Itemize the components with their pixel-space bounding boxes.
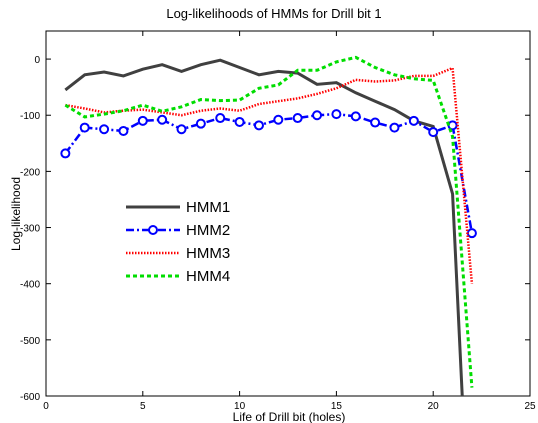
legend: HMM1 HMM2 HMM3 HMM4 — [113, 192, 248, 293]
series-point-hmm2 — [195, 118, 206, 129]
legend-label-hmm2: HMM2 — [186, 222, 230, 239]
chart-title: Log-likelihoods of HMMs for Drill bit 1 — [166, 6, 381, 21]
series-line-hmm2 — [64, 112, 474, 234]
y-tick-label: -300 — [20, 224, 40, 235]
series-point-hmm2 — [447, 120, 458, 131]
y-tick-label: -100 — [20, 111, 40, 122]
y-tick-label: -400 — [20, 280, 40, 291]
series-point-hmm2 — [118, 125, 129, 136]
series-point-hmm2 — [99, 124, 110, 135]
x-tick-label: 25 — [524, 401, 536, 412]
series-point-hmm2 — [428, 127, 439, 138]
series-point-hmm2 — [408, 115, 419, 126]
y-tick-label: -500 — [20, 336, 40, 347]
legend-label-hmm4: HMM4 — [186, 268, 230, 285]
x-axis-label: Life of Drill bit (holes) — [233, 410, 346, 423]
x-tick-label: 20 — [428, 401, 440, 412]
series-point-hmm2 — [292, 113, 303, 124]
series-point-hmm2 — [234, 116, 245, 127]
plot-area: 0 5 10 15 20 25 -600 -500 -400 -300 -200 -100 0 — [20, 30, 536, 412]
series-point-hmm2 — [79, 122, 90, 133]
series-point-hmm2 — [312, 110, 323, 121]
series-point-hmm2 — [60, 148, 71, 159]
series-point-hmm2 — [137, 115, 148, 126]
legend-label-hmm1: HMM1 — [186, 199, 230, 216]
series-point-hmm2 — [215, 113, 226, 124]
series-line-hmm4 — [64, 55, 474, 388]
series-point-hmm2 — [176, 124, 187, 135]
x-tick-label: 0 — [43, 401, 49, 412]
series-line-hmm3 — [65, 66, 474, 284]
series-line-hmm1 — [64, 58, 464, 396]
series-point-hmm2 — [253, 120, 264, 131]
y-tick-label: -200 — [20, 167, 40, 178]
series-point-hmm2 — [350, 111, 361, 122]
y-tick-label: 0 — [34, 55, 40, 66]
series-point-hmm2 — [370, 117, 381, 128]
x-tick-label: 10 — [234, 401, 246, 412]
x-tick-label: 5 — [140, 401, 146, 412]
legend-label-hmm3: HMM3 — [186, 245, 230, 262]
series-point-hmm2 — [331, 109, 342, 120]
y-tick-label: -600 — [20, 392, 40, 403]
y-axis-label: Log-likelihood — [9, 177, 23, 251]
series-point-hmm2 — [466, 228, 477, 239]
legend-marker-hmm2 — [148, 225, 158, 235]
series-point-hmm2 — [157, 114, 168, 125]
series-point-hmm2 — [389, 122, 400, 133]
series-point-hmm2 — [273, 114, 284, 125]
x-tick-label: 15 — [331, 401, 343, 412]
